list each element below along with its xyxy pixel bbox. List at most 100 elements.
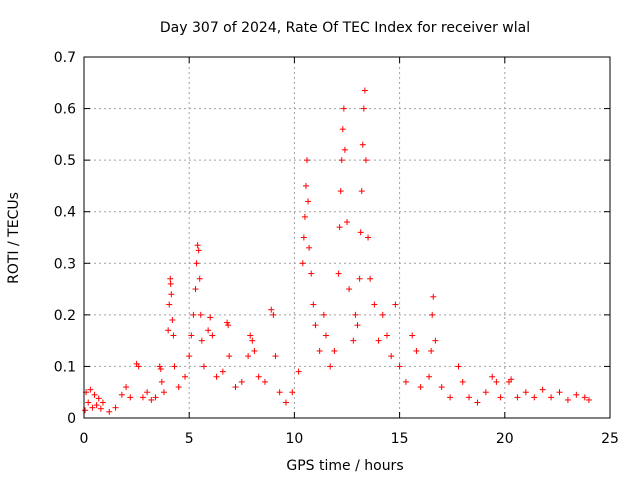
y-axis-title: ROTI / TECUs <box>6 192 22 284</box>
data-point <box>249 337 256 344</box>
data-point <box>564 396 571 403</box>
data-point <box>148 396 155 403</box>
data-point <box>127 394 134 401</box>
data-point <box>466 394 473 401</box>
data-point <box>585 396 592 403</box>
y-tick-label: 0.5 <box>54 153 76 169</box>
data-point <box>270 311 277 318</box>
data-point <box>413 347 420 354</box>
data-point <box>522 389 529 396</box>
data-point <box>97 405 104 412</box>
data-point <box>361 87 368 94</box>
data-point <box>167 280 174 287</box>
data-point <box>209 332 216 339</box>
data-point <box>402 378 409 385</box>
data-point <box>171 363 178 370</box>
data-point <box>581 394 588 401</box>
data-point <box>320 311 327 318</box>
data-point <box>272 353 279 360</box>
data-point <box>181 373 188 380</box>
data-point <box>336 224 343 231</box>
data-point <box>358 188 365 195</box>
x-tick-label: 25 <box>601 431 619 447</box>
data-point <box>396 363 403 370</box>
data-point <box>168 291 175 298</box>
data-point <box>455 363 462 370</box>
data-point <box>508 376 515 383</box>
plot-frame <box>83 56 611 419</box>
data-point <box>573 391 580 398</box>
data-point <box>169 317 176 324</box>
data-point <box>388 353 395 360</box>
data-point <box>205 327 212 334</box>
data-point <box>93 402 100 409</box>
data-point <box>192 286 199 293</box>
data-point <box>289 389 296 396</box>
data-point <box>157 366 164 373</box>
data-point <box>167 275 174 282</box>
data-point <box>226 353 233 360</box>
data-point <box>354 322 361 329</box>
data-point <box>338 157 345 164</box>
data-point <box>447 394 454 401</box>
data-point <box>531 394 538 401</box>
data-point <box>224 319 231 326</box>
data-point <box>245 353 252 360</box>
data-point <box>87 386 94 393</box>
data-point <box>99 399 106 406</box>
data-point <box>213 373 220 380</box>
data-point <box>144 389 151 396</box>
data-point <box>379 311 386 318</box>
data-point <box>135 363 142 370</box>
data-point <box>85 399 92 406</box>
data-point <box>337 188 344 195</box>
data-point <box>89 404 96 411</box>
data-point <box>95 395 102 402</box>
data-point <box>82 407 89 414</box>
data-point <box>371 301 378 308</box>
data-point <box>357 229 364 236</box>
data-point <box>430 293 437 300</box>
data-point <box>426 373 433 380</box>
data-point <box>194 242 201 249</box>
y-tick-label: 0.2 <box>54 308 76 324</box>
plot-area <box>82 87 592 415</box>
data-point <box>268 306 275 313</box>
data-point <box>327 363 334 370</box>
data-point <box>493 378 500 385</box>
data-point <box>158 378 165 385</box>
grid-lines <box>84 57 610 418</box>
data-point <box>123 384 130 391</box>
data-point <box>340 105 347 112</box>
data-point <box>195 247 202 254</box>
data-point <box>160 389 167 396</box>
x-axis-title: GPS time / hours <box>286 458 403 474</box>
data-point <box>356 275 363 282</box>
data-point <box>232 384 239 391</box>
x-tick-label: 10 <box>285 431 303 447</box>
data-point <box>539 386 546 393</box>
data-point <box>112 404 119 411</box>
data-point <box>514 394 521 401</box>
data-point <box>365 234 372 241</box>
data-point <box>432 337 439 344</box>
data-point <box>175 384 182 391</box>
data-point <box>200 363 207 370</box>
data-point <box>219 368 226 375</box>
data-point <box>352 311 359 318</box>
data-point <box>251 347 258 354</box>
data-point <box>322 332 329 339</box>
data-point <box>261 378 268 385</box>
data-point <box>331 347 338 354</box>
y-tick-label: 0.7 <box>54 50 76 66</box>
data-point <box>409 332 416 339</box>
x-tick-label: 20 <box>496 431 514 447</box>
data-point <box>247 332 254 339</box>
data-point <box>295 368 302 375</box>
data-point <box>304 157 311 164</box>
data-point <box>350 337 357 344</box>
data-point <box>91 391 98 398</box>
data-point <box>165 327 172 334</box>
data-point <box>188 332 195 339</box>
data-point <box>375 337 382 344</box>
